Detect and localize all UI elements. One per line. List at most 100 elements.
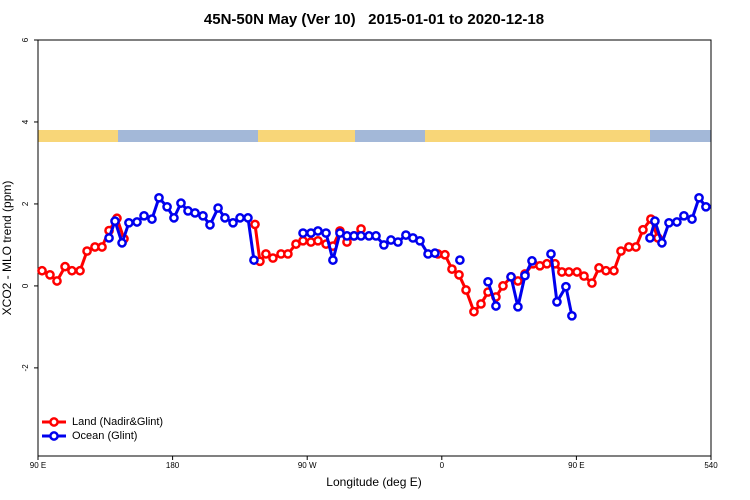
x-tick-label: 90 E: [30, 461, 46, 470]
point: [321, 228, 331, 238]
point: [440, 249, 450, 260]
point: [37, 265, 47, 276]
point: [657, 238, 667, 248]
point: [552, 297, 562, 307]
x-tick-label: 180: [166, 461, 180, 470]
point: [283, 249, 293, 259]
legend-label: Land (Nadir&Glint): [72, 416, 163, 428]
point: [567, 310, 577, 321]
point: [672, 217, 682, 227]
point: [243, 213, 253, 223]
point: [561, 281, 571, 292]
point: [268, 253, 278, 263]
point: [162, 201, 172, 212]
legend-marker: [49, 417, 59, 427]
point: [205, 219, 215, 230]
point: [313, 235, 323, 246]
point: [313, 226, 323, 236]
chart-title: 45N-50N May (Ver 10) 2015-01-01 to 2020-…: [204, 11, 544, 28]
y-tick-label: -2: [21, 364, 30, 372]
legend-label: Ocean (Glint): [72, 430, 137, 442]
point: [415, 235, 425, 246]
point: [650, 216, 660, 227]
point: [447, 264, 457, 274]
point: [104, 233, 114, 243]
point: [117, 238, 127, 248]
point: [513, 276, 523, 286]
point: [190, 208, 200, 218]
point: [124, 217, 134, 228]
point: [572, 267, 582, 277]
point: [455, 255, 465, 265]
point: [546, 249, 556, 259]
point: [176, 198, 186, 208]
point: [542, 258, 552, 269]
point: [393, 237, 403, 247]
y-tick-label: 2: [21, 201, 30, 206]
land-ocean-strip: [38, 130, 711, 142]
point: [609, 265, 619, 276]
point: [82, 246, 92, 256]
x-tick-label: 90 W: [298, 461, 317, 470]
y-tick-label: 0: [21, 283, 30, 288]
legend-marker: [49, 431, 59, 441]
point: [249, 255, 259, 265]
point: [616, 246, 626, 256]
point: [498, 281, 508, 291]
point: [664, 217, 674, 228]
x-tick-label: 0: [440, 461, 445, 470]
point: [328, 255, 338, 265]
point: [213, 203, 223, 213]
point: [45, 269, 55, 280]
point: [638, 224, 648, 235]
point: [298, 235, 308, 246]
point: [506, 272, 516, 282]
point: [147, 214, 157, 224]
point: [469, 306, 479, 317]
point: [430, 248, 440, 258]
point: [491, 301, 501, 311]
point: [52, 276, 62, 286]
point: [67, 265, 77, 276]
point: [520, 270, 530, 281]
x-tick-label: 90 E: [568, 461, 584, 470]
x-tick-label: 540: [704, 461, 718, 470]
point: [169, 213, 179, 223]
point: [97, 242, 107, 252]
point: [476, 299, 486, 309]
point: [701, 201, 711, 212]
point: [75, 265, 85, 276]
y-axis-label: XCO2 - MLO trend (ppm): [0, 181, 14, 316]
point: [132, 217, 142, 227]
point: [483, 276, 493, 287]
point: [356, 231, 366, 241]
point: [250, 219, 260, 230]
point: [235, 213, 245, 223]
point: [60, 261, 70, 272]
y-tick-label: 4: [21, 119, 30, 124]
point: [601, 265, 611, 276]
point: [513, 301, 523, 312]
point: [139, 210, 149, 221]
point: [587, 278, 597, 288]
point: [527, 256, 537, 266]
point: [110, 216, 120, 227]
point: [154, 192, 164, 203]
x-axis-label: Longitude (deg E): [326, 475, 421, 489]
point: [228, 217, 238, 228]
point: [564, 267, 574, 277]
point: [694, 192, 704, 203]
point: [679, 210, 689, 221]
point: [198, 210, 208, 221]
point: [379, 240, 389, 250]
point: [645, 233, 655, 243]
point: [298, 228, 308, 238]
point: [687, 214, 697, 224]
point: [220, 213, 230, 223]
point: [461, 285, 471, 295]
point: [371, 231, 381, 241]
plot-frame: [37, 39, 712, 457]
point: [579, 271, 589, 281]
y-tick-label: 6: [21, 37, 30, 42]
